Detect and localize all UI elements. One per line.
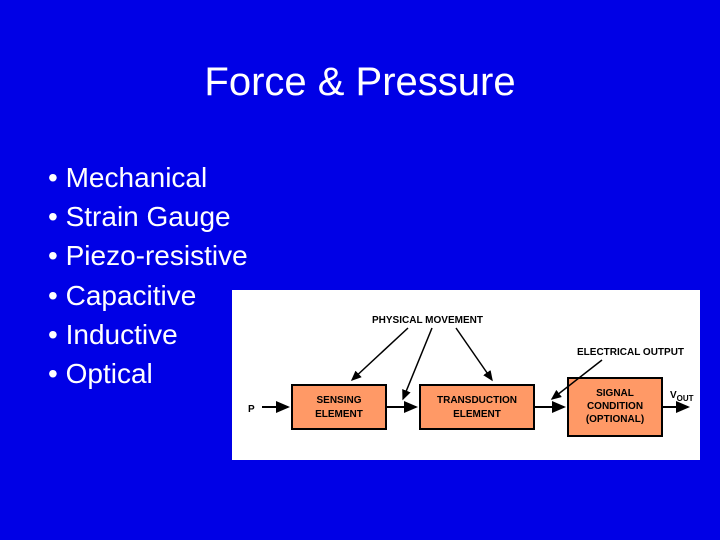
svg-text:(OPTIONAL): (OPTIONAL) xyxy=(586,414,644,425)
list-item: Capacitive xyxy=(48,276,248,315)
diagram-svg: SENSING ELEMENT TRANSDUCTION ELEMENT SIG… xyxy=(232,290,700,460)
box-signal: SIGNAL CONDITION (OPTIONAL) xyxy=(568,378,662,436)
svg-text:SIGNAL: SIGNAL xyxy=(596,388,634,399)
list-item: Optical xyxy=(48,354,248,393)
box-transduction: TRANSDUCTION ELEMENT xyxy=(420,385,534,429)
svg-text:ELEMENT: ELEMENT xyxy=(453,409,501,420)
slide-title: Force & Pressure xyxy=(0,0,720,105)
svg-text:ELEMENT: ELEMENT xyxy=(315,409,363,420)
svg-text:CONDITION: CONDITION xyxy=(587,401,643,412)
box-sensing: SENSING ELEMENT xyxy=(292,385,386,429)
svg-text:SENSING: SENSING xyxy=(316,395,361,406)
block-diagram: SENSING ELEMENT TRANSDUCTION ELEMENT SIG… xyxy=(232,290,700,460)
list-item: Mechanical xyxy=(48,158,248,197)
label-electrical-output: ELECTRICAL OUTPUT xyxy=(577,347,684,358)
arrow-phys-3 xyxy=(456,328,492,380)
label-input-p: P xyxy=(248,404,255,415)
arrow-phys-1 xyxy=(352,328,408,380)
bullet-list: Mechanical Strain Gauge Piezo-resistive … xyxy=(48,158,248,393)
svg-text:TRANSDUCTION: TRANSDUCTION xyxy=(437,395,517,406)
label-output-v: VOUT xyxy=(670,390,694,403)
list-item: Strain Gauge xyxy=(48,197,248,236)
list-item: Piezo-resistive xyxy=(48,236,248,275)
label-physical-movement: PHYSICAL MOVEMENT xyxy=(372,315,483,326)
list-item: Inductive xyxy=(48,315,248,354)
